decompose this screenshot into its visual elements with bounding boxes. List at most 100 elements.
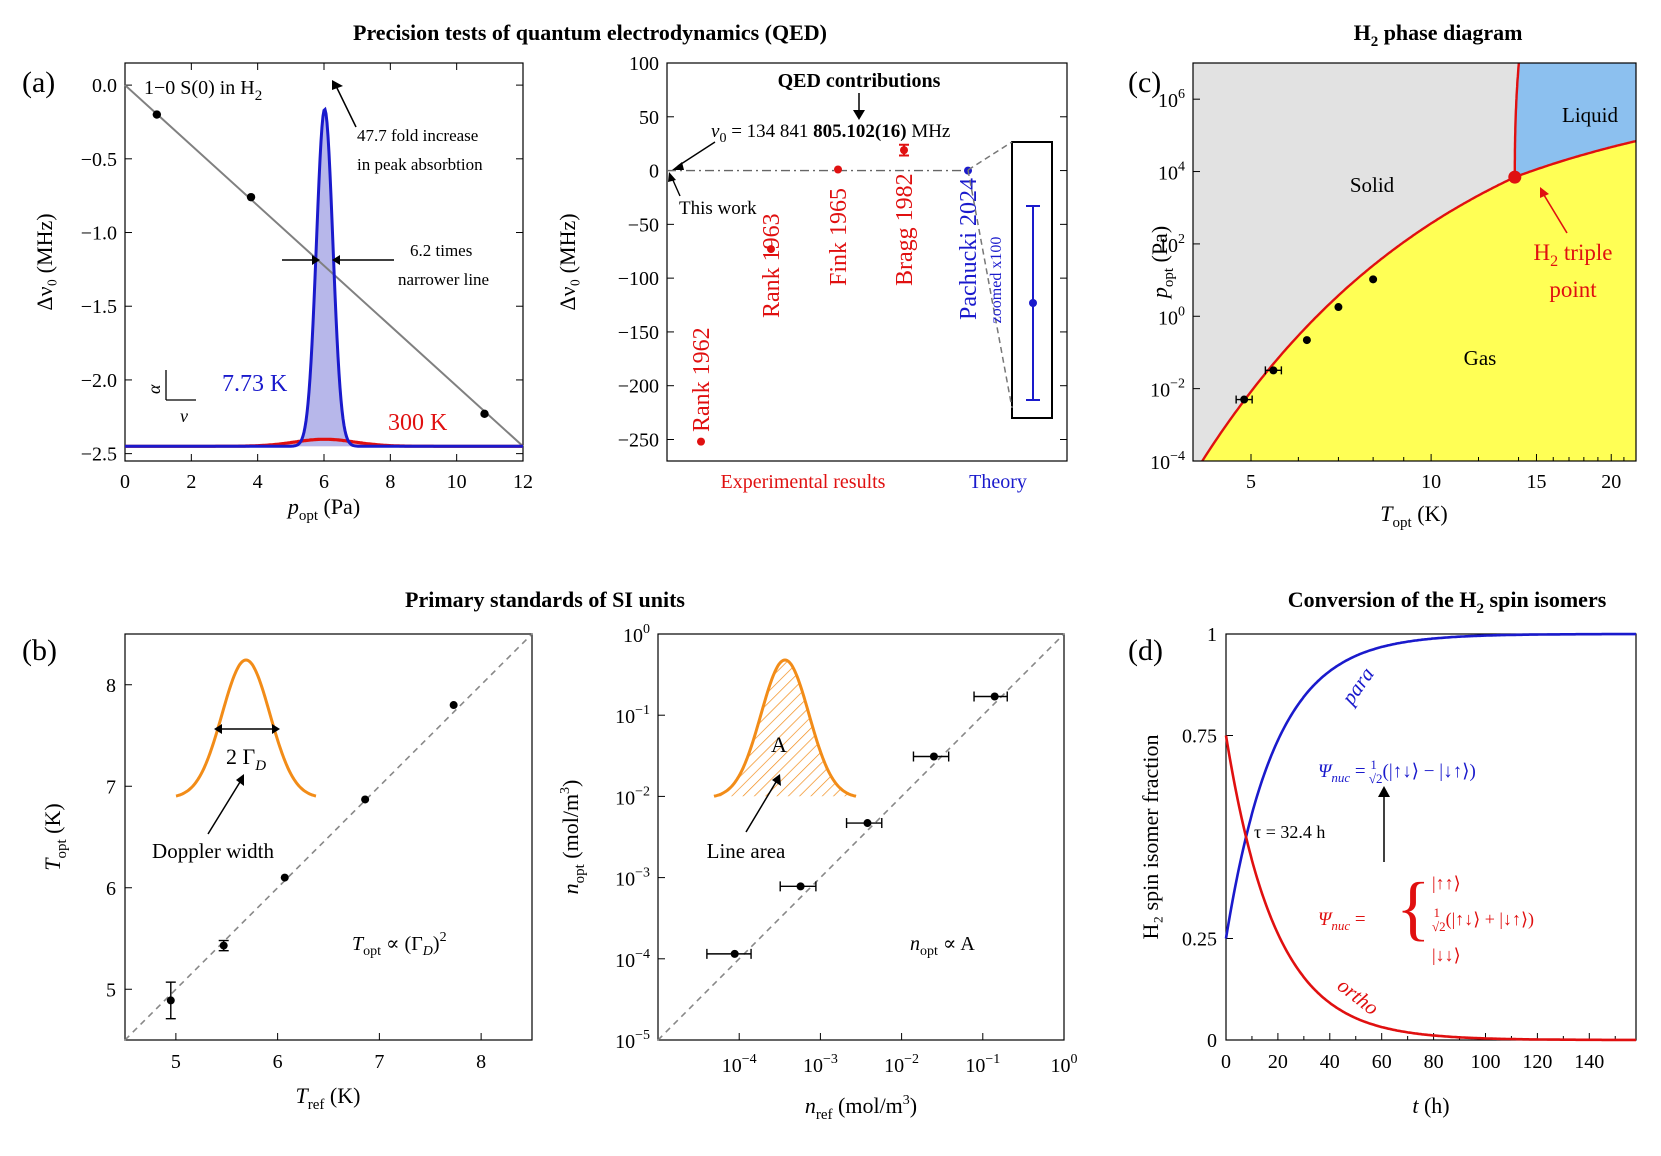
chart-b-right: 10−4 10−3 10−2 10−1 100 100 10−1 10−2 10−3 10−4 10… bbox=[558, 622, 1078, 1123]
x-tick-label: 5 bbox=[1246, 471, 1256, 493]
data-point bbox=[1269, 366, 1278, 375]
data-point bbox=[697, 437, 705, 446]
y-tick-label: 106 bbox=[1158, 87, 1185, 112]
x-tick-label: 8 bbox=[385, 471, 395, 493]
data-point bbox=[280, 873, 289, 882]
tau-arrowhead bbox=[1378, 786, 1390, 797]
doppler-arrow bbox=[207, 781, 241, 835]
cold-temperature-label: 7.73 K bbox=[222, 371, 288, 397]
x-tick-label: 40 bbox=[1320, 1051, 1340, 1073]
cold-profile-fill bbox=[125, 109, 523, 447]
peak-arrow bbox=[335, 85, 357, 128]
data-point bbox=[1240, 395, 1249, 404]
line-area-label: Line area bbox=[707, 839, 786, 863]
data-point bbox=[166, 996, 175, 1005]
psi-para-expression: Ψnuc = 1 √2(|↑↓⟩ − |↓↑⟩) bbox=[1318, 757, 1476, 786]
x-tick-label: 140 bbox=[1574, 1051, 1604, 1073]
y-tick-label: 10−4 bbox=[1150, 449, 1185, 474]
zoom-guide-top bbox=[967, 141, 1013, 171]
category-experimental: Experimental results bbox=[721, 471, 886, 493]
vaporization-curve bbox=[1514, 139, 1636, 179]
y-tick-label: 10−4 bbox=[615, 947, 650, 972]
x-tick-label: 12 bbox=[513, 471, 533, 493]
x-tick-label: 4 bbox=[253, 471, 263, 493]
triple-point-arrowhead bbox=[1540, 187, 1549, 198]
y-tick-label: 102 bbox=[1158, 232, 1185, 257]
chart-a-right: 100 50 0 −50 −100 −150 −200 −250 Rank 1962 Rank … bbox=[555, 53, 1068, 493]
y-tick-label: 10−3 bbox=[615, 866, 650, 891]
point-label: Bragg 1982 bbox=[892, 173, 918, 286]
zoom-guide-bottom bbox=[967, 169, 1013, 409]
plot-frame bbox=[124, 633, 533, 1041]
x-tick-label: 80 bbox=[1424, 1051, 1444, 1073]
title-spin: Conversion of the H2 spin isomers bbox=[1288, 587, 1607, 617]
series-para-line bbox=[1224, 632, 1636, 939]
title-phase: H2 phase diagram bbox=[1354, 20, 1523, 50]
psi-ortho-state-3: |↓↓⟩ bbox=[1432, 945, 1461, 965]
y-tick-label: −250 bbox=[618, 429, 659, 451]
hot-temperature-label: 300 K bbox=[388, 410, 448, 436]
x-tick-label: 20 bbox=[1601, 471, 1621, 493]
data-point bbox=[834, 165, 842, 174]
series-para-label: para bbox=[1335, 663, 1379, 711]
title-qed: Precision tests of quantum electrodynami… bbox=[353, 20, 827, 45]
plot-frame bbox=[1225, 633, 1637, 1041]
width-arrowhead-right bbox=[272, 724, 280, 734]
panel-label-d: (d) bbox=[1128, 634, 1163, 667]
qed-arrowhead bbox=[853, 110, 865, 120]
data-point bbox=[1302, 336, 1311, 345]
x-tick-label: 20 bbox=[1268, 1051, 1288, 1073]
y-axis-label: H₂ spin isomer fraction bbox=[1138, 734, 1163, 939]
x-tick-label: 6 bbox=[273, 1051, 283, 1073]
x-tick-label: 60 bbox=[1372, 1051, 1392, 1073]
identity-line bbox=[124, 633, 533, 1041]
data-point bbox=[1334, 303, 1343, 312]
data-point bbox=[219, 941, 228, 950]
data-point bbox=[900, 146, 908, 155]
data-point bbox=[730, 949, 739, 958]
area-arrowhead bbox=[772, 774, 781, 786]
x-axis-label: Tref (K) bbox=[296, 1083, 361, 1113]
data-point bbox=[929, 752, 938, 761]
line-area-profile-icon bbox=[713, 658, 857, 798]
x-axis-label: t (h) bbox=[1412, 1093, 1449, 1118]
liquid-region bbox=[1514, 63, 1636, 178]
nu0-value: ν0 = 134 841 805.102(16) MHz bbox=[711, 121, 950, 146]
data-point bbox=[767, 245, 775, 254]
zoomed-point bbox=[1029, 299, 1037, 307]
y-axis-label: Δν₀ (MHz) bbox=[32, 213, 57, 310]
x-tick-label: 8 bbox=[476, 1051, 486, 1073]
plot-frame bbox=[666, 62, 1068, 462]
data-point bbox=[990, 692, 999, 701]
x-tick-label: 10−4 bbox=[722, 1052, 757, 1077]
x-tick-label: 100 bbox=[1051, 1052, 1078, 1077]
x-tick-label: 0 bbox=[1221, 1051, 1231, 1073]
width-arrowhead-left bbox=[312, 255, 320, 265]
y-tick-label: −0.5 bbox=[81, 149, 117, 171]
y-tick-label: 10−2 bbox=[1150, 377, 1185, 402]
x-tick-label: 5 bbox=[171, 1051, 181, 1073]
nu-label: ν bbox=[180, 406, 188, 426]
y-axis-label: popt (Pa) bbox=[1147, 226, 1177, 300]
title-si: Primary standards of SI units bbox=[405, 587, 685, 612]
x-tick-label: 10−1 bbox=[965, 1052, 1000, 1077]
panel-label-c: (c) bbox=[1128, 66, 1161, 99]
x-tick-label: 10−3 bbox=[803, 1052, 838, 1077]
psi-ortho-state-1: |↑↑⟩ bbox=[1432, 873, 1461, 893]
x-tick-label: 15 bbox=[1526, 471, 1546, 493]
y-axis-label: Δν₀ (MHz) bbox=[555, 213, 580, 310]
width-arrowhead-left bbox=[214, 724, 222, 734]
y-axis-label: Topt (K) bbox=[40, 803, 70, 870]
region-gas-label: Gas bbox=[1464, 346, 1497, 370]
gas-region bbox=[1193, 141, 1636, 461]
triple-point-arrow bbox=[1543, 194, 1568, 234]
psi-ortho-lhs: Ψnuc = bbox=[1318, 909, 1366, 933]
y-tick-label: 100 bbox=[1158, 304, 1185, 329]
point-label: Rank 1963 bbox=[759, 213, 785, 318]
width-annotation-2: narrower line bbox=[398, 270, 489, 289]
panel-label-a: (a) bbox=[22, 66, 55, 99]
y-tick-label: −1.0 bbox=[81, 223, 117, 245]
y-tick-label: 50 bbox=[639, 107, 659, 129]
y-tick-label: 0 bbox=[1207, 1030, 1217, 1052]
